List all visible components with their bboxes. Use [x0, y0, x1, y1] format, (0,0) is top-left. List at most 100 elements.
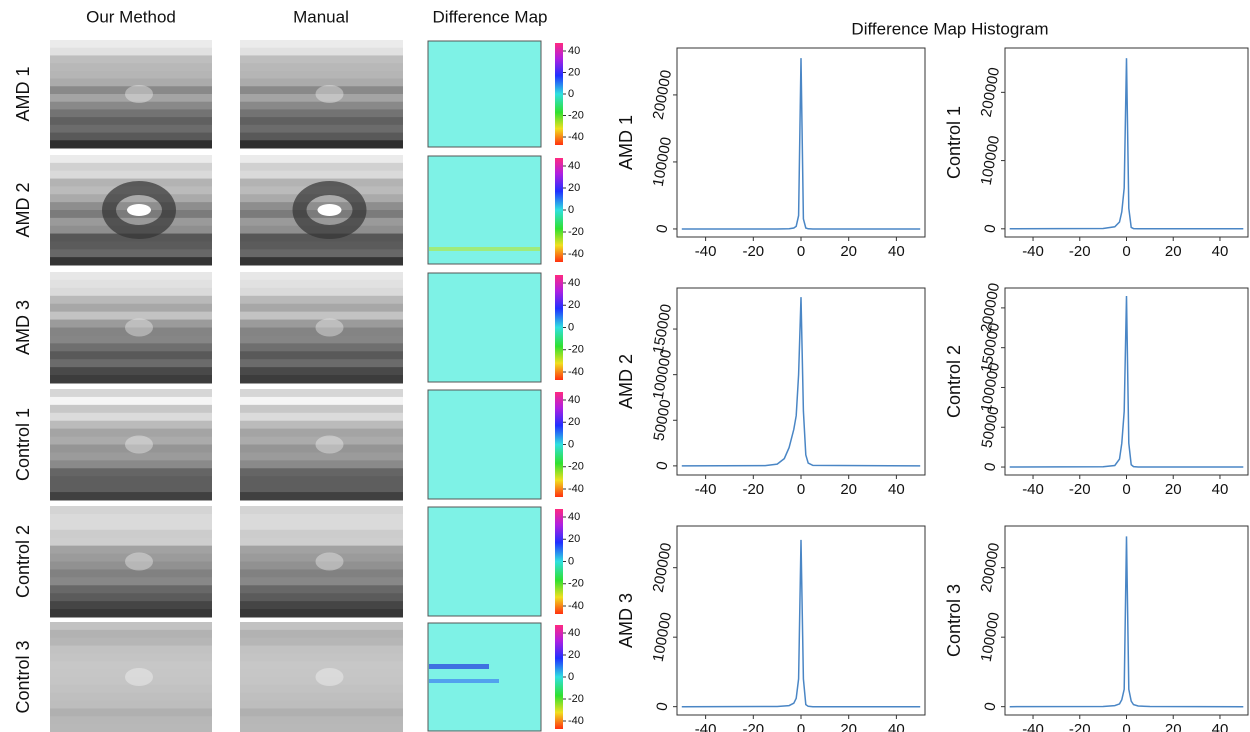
colorbar-tick-label: 0 [568, 88, 574, 100]
image-band [50, 70, 212, 80]
image-band [240, 55, 403, 64]
image-band [240, 506, 403, 515]
image-band [50, 55, 212, 64]
image-band [50, 684, 212, 694]
row-label: Control 2 [13, 525, 33, 598]
image-band [50, 561, 212, 570]
x-tick-label: 20 [1165, 721, 1182, 732]
image-band [50, 155, 212, 164]
image-ring [292, 181, 367, 239]
x-tick-label: 0 [1122, 721, 1130, 732]
image-band [240, 700, 403, 709]
x-tick-label: -20 [1069, 243, 1091, 260]
row-label: AMD 3 [13, 300, 33, 355]
colorbar-tick-label: -40 [568, 483, 584, 495]
image-band [240, 677, 403, 686]
image-panel [50, 155, 212, 266]
image-band [50, 272, 212, 281]
column-header: Difference Map [433, 7, 548, 26]
colorbar-tick-label: 0 [568, 438, 574, 450]
image-band [240, 117, 403, 126]
image-band [240, 436, 403, 445]
image-band [240, 444, 403, 453]
y-axis-label: Control 2 [944, 345, 964, 418]
image-band [50, 700, 212, 709]
x-tick-label: -20 [1069, 481, 1091, 498]
y-tick-label: 100000 [978, 134, 1003, 186]
image-band [50, 661, 212, 670]
image-band [240, 327, 403, 336]
image-band [240, 637, 403, 647]
colorbar-tick-label: 40 [568, 511, 580, 523]
image-band [50, 343, 212, 352]
image-band [50, 117, 212, 126]
image-band [50, 389, 212, 398]
image-band [240, 622, 403, 631]
image-band [50, 396, 212, 406]
colorbar-tick-label: -20 [568, 344, 584, 356]
image-band [240, 601, 403, 610]
x-tick-label: 40 [1212, 481, 1229, 498]
y-axis-label: AMD 3 [616, 593, 636, 648]
image-spot [317, 204, 342, 216]
image-band [240, 577, 403, 586]
difference-map [427, 40, 542, 148]
y-axis-label: AMD 1 [616, 115, 636, 170]
image-band [50, 279, 212, 289]
y-tick-label: 50000 [650, 398, 674, 442]
x-tick-label: 20 [840, 243, 857, 260]
image-band [50, 506, 212, 515]
image-band [50, 529, 212, 539]
image-spot [315, 318, 344, 337]
x-tick-label: 0 [797, 481, 805, 498]
image-band [50, 468, 212, 477]
image-band [240, 140, 403, 149]
colorbar [555, 509, 563, 614]
colorbar [555, 275, 563, 380]
image-band [240, 249, 403, 258]
x-tick-label: 0 [797, 721, 805, 732]
x-tick-label: -40 [1022, 721, 1044, 732]
y-tick-label: 100000 [650, 611, 675, 663]
image-band [240, 692, 403, 702]
image-band [240, 335, 403, 344]
y-tick-label: 200000 [650, 69, 675, 121]
image-band [240, 287, 403, 297]
colorbar-tick-label: 40 [568, 277, 580, 289]
image-band [50, 311, 212, 321]
difference-map [427, 272, 542, 383]
image-band [50, 428, 212, 438]
row-label: AMD 2 [13, 182, 33, 237]
image-band [50, 460, 212, 469]
image-band [50, 257, 212, 266]
x-tick-label: 0 [1122, 481, 1130, 498]
image-band [240, 351, 403, 360]
image-band [50, 513, 212, 523]
image-band [50, 645, 212, 654]
y-tick-label: 0 [981, 223, 999, 234]
colorbar-tick-label: 20 [568, 299, 580, 311]
colorbar-tick-label: -20 [568, 226, 584, 238]
image-band [240, 645, 403, 654]
difference-map [427, 506, 542, 617]
colorbar [555, 158, 563, 262]
image-panel [240, 506, 403, 618]
image-band [50, 63, 212, 72]
image-band [50, 716, 212, 725]
image-spot [125, 318, 153, 337]
difference-map [427, 389, 542, 500]
image-panel [50, 272, 212, 384]
y-axis-label: Control 3 [944, 584, 964, 657]
image-band [240, 343, 403, 352]
image-band [240, 404, 403, 414]
image-band [50, 375, 212, 384]
image-band [50, 444, 212, 453]
image-band [50, 637, 212, 647]
image-band [240, 279, 403, 289]
image-band [240, 460, 403, 469]
x-tick-label: 40 [1212, 721, 1229, 732]
image-band [50, 692, 212, 702]
histogram-line [1009, 58, 1244, 230]
image-spot [125, 85, 153, 103]
